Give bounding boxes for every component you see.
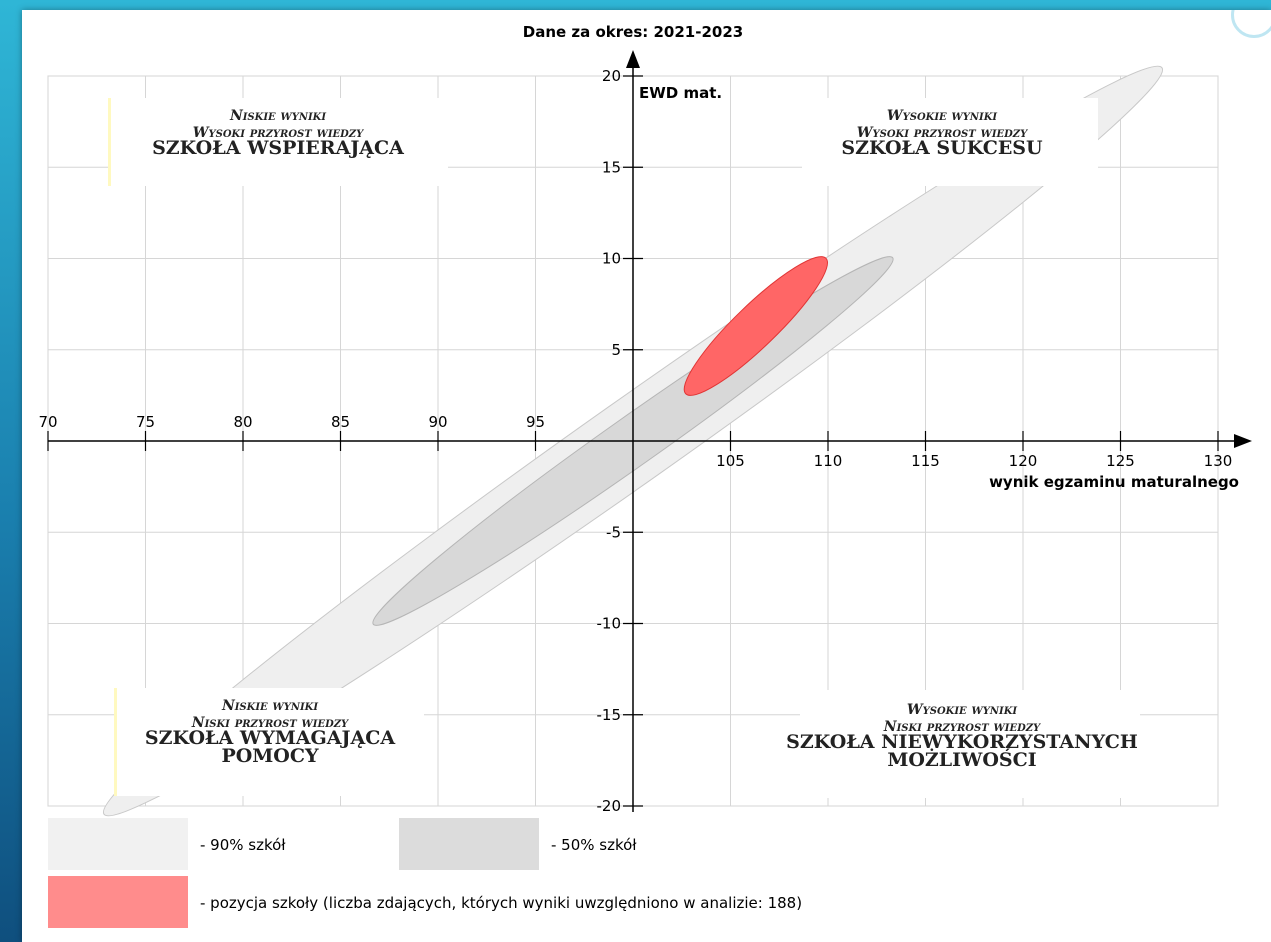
x-tick-label: 110 (814, 452, 843, 470)
quadrant-top-left-line-2: SZKOŁA WSPIERAJĄCA (152, 137, 404, 159)
x-tick-label: 115 (911, 452, 940, 470)
x-axis-arrow-icon (1234, 434, 1252, 448)
y-tick-label: 10 (602, 250, 621, 268)
quadrant-box-top-left (108, 98, 448, 186)
chart-title: Dane za okres: 2021-2023 (523, 23, 743, 41)
y-tick-label: -20 (597, 797, 622, 815)
legend-swatch-2 (48, 876, 188, 928)
x-tick-label: 75 (136, 413, 155, 431)
y-axis-arrow-icon (626, 50, 640, 68)
x-tick-label: 120 (1009, 452, 1038, 470)
x-tick-label: 125 (1106, 452, 1135, 470)
quadrant-bottom-right-line-2: SZKOŁA NIEWYKORZYSTANYCH (786, 731, 1138, 753)
y-tick-label: 20 (602, 67, 621, 85)
quadrant-top-left-line-1: Wysoki przyrost wiedzy (193, 125, 364, 141)
legend-label-1: - 50% szkół (551, 836, 637, 854)
y-tick-label: 5 (611, 341, 621, 359)
y-tick-label: -5 (606, 523, 621, 541)
y-tick-label: -10 (597, 615, 622, 633)
quadrant-top-right-line-0: Wysokie wyniki (887, 108, 998, 124)
quadrant-top-right-line-2: SZKOŁA SUKCESU (841, 137, 1043, 159)
quadrant-bottom-left-line-0: Niskie wyniki (221, 698, 318, 714)
quadrant-bottom-left-line-3: POMOCY (221, 745, 319, 767)
y-tick-label: -15 (597, 706, 622, 724)
quadrant-box-bottom-left (114, 688, 424, 796)
corner-circle-icon (1231, 10, 1271, 38)
x-tick-label: 90 (428, 413, 447, 431)
quadrant-bottom-left-line-2: SZKOŁA WYMAGAJĄCA (145, 727, 395, 749)
x-tick-label: 105 (716, 452, 745, 470)
legend-swatch-0 (48, 818, 188, 870)
quadrant-top-right-line-1: Wysoki przyrost wiedzy (857, 125, 1028, 141)
quadrant-accent-bottom-left (114, 688, 117, 796)
quadrant-bottom-right-line-3: MOŻLIWOŚCI (887, 748, 1036, 771)
quadrant-accent-top-left (108, 98, 111, 186)
quadrant-bottom-right-line-0: Wysokie wyniki (907, 702, 1018, 718)
x-tick-label: 80 (233, 413, 252, 431)
x-tick-label: 130 (1204, 452, 1233, 470)
legend-label-0: - 90% szkół (200, 836, 286, 854)
ellipse-school-position (683, 256, 828, 396)
x-tick-label: 95 (526, 413, 545, 431)
legend: - 90% szkół - 50% szkół - pozycja szkoły (… (48, 818, 802, 928)
quadrant-top-left-line-0: Niskie wyniki (229, 108, 326, 124)
quadrant-bottom-left-line-1: Niski przyrost wiedzy (191, 715, 349, 731)
x-axis-label: wynik egzaminu maturalnego (989, 473, 1239, 491)
x-tick-label: 85 (331, 413, 350, 431)
legend-swatch-1 (399, 818, 539, 870)
quadrant-bottom-right-line-1: Niski przyrost wiedzy (883, 719, 1041, 735)
quadrant-box-bottom-right (800, 690, 1140, 798)
y-axis-label: EWD mat. (639, 84, 722, 102)
quadrant-box-top-right (802, 98, 1098, 186)
legend-label-2: - pozycja szkoły (liczba zdających, któr… (200, 894, 802, 912)
y-tick-label: 15 (602, 158, 621, 176)
x-tick-label: 70 (38, 413, 57, 431)
chart-frame: Niskie wyniki Wysoki przyrost wiedzy SZKOŁ… (22, 10, 1271, 942)
